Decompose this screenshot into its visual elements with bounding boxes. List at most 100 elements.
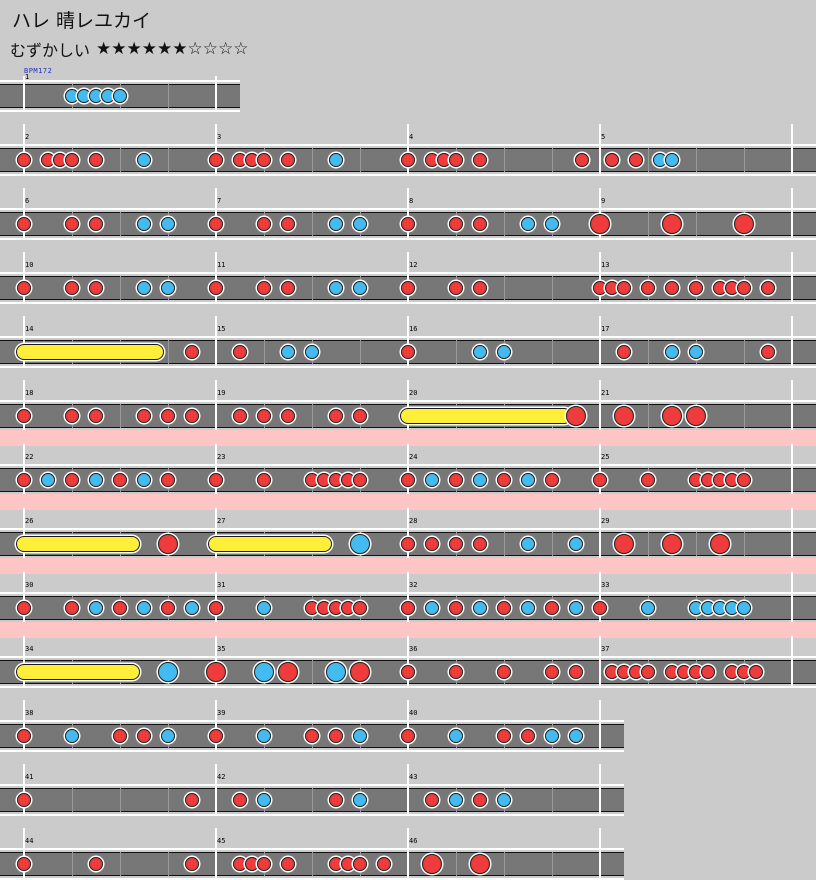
barline xyxy=(215,124,217,176)
beat-line xyxy=(552,852,553,876)
don-note xyxy=(281,281,295,295)
don-note xyxy=(401,217,415,231)
don-note xyxy=(593,473,607,487)
barline xyxy=(407,252,409,304)
barline xyxy=(23,252,25,304)
ka-note xyxy=(473,345,487,359)
don-note xyxy=(401,281,415,295)
beat-line xyxy=(648,148,649,172)
barline xyxy=(215,76,217,112)
barline xyxy=(23,700,25,752)
barline xyxy=(791,188,793,240)
don-note xyxy=(65,473,79,487)
big-don-note xyxy=(734,214,754,234)
don-note xyxy=(257,153,271,167)
beat-line xyxy=(696,532,697,556)
big-ka-note xyxy=(350,534,370,554)
difficulty-row: むずかしい ★★★★★★☆☆☆☆ xyxy=(10,37,248,61)
measure-number: 13 xyxy=(601,261,610,269)
measure-number: 45 xyxy=(217,837,226,845)
measure-number: 25 xyxy=(601,453,610,461)
beat-line xyxy=(696,148,697,172)
ka-note xyxy=(185,601,199,615)
don-note xyxy=(473,793,487,807)
row-track: 10 11 12 13 xyxy=(0,252,816,304)
don-note xyxy=(17,409,31,423)
don-note xyxy=(761,281,775,295)
gogo-band xyxy=(0,622,816,638)
barline xyxy=(23,124,25,176)
beat-line xyxy=(360,340,361,364)
ka-note xyxy=(641,601,655,615)
don-note xyxy=(281,409,295,423)
big-don-note xyxy=(158,534,178,554)
ka-note xyxy=(65,729,79,743)
beat-line xyxy=(504,276,505,300)
don-note xyxy=(113,473,127,487)
gogo-band xyxy=(0,558,816,574)
measure-number: 33 xyxy=(601,581,610,589)
big-ka-note xyxy=(158,662,178,682)
filled-stars: ★★★★★★ xyxy=(96,39,188,59)
beat-line xyxy=(120,852,121,876)
barline xyxy=(215,700,217,752)
don-note xyxy=(17,217,31,231)
barline xyxy=(23,380,25,432)
don-note xyxy=(521,729,535,743)
beat-line xyxy=(504,852,505,876)
don-note xyxy=(209,601,223,615)
beat-line xyxy=(168,148,169,172)
don-note xyxy=(65,601,79,615)
don-note xyxy=(65,281,79,295)
measure-number: 22 xyxy=(25,453,34,461)
beat-line xyxy=(744,404,745,428)
don-note xyxy=(737,473,751,487)
don-note xyxy=(761,345,775,359)
don-note xyxy=(257,217,271,231)
big-don-note xyxy=(662,534,682,554)
ka-note xyxy=(257,793,271,807)
measure-number: 21 xyxy=(601,389,610,397)
don-note xyxy=(257,281,271,295)
beat-line xyxy=(120,788,121,812)
ka-note xyxy=(689,345,703,359)
ka-note xyxy=(161,281,175,295)
don-note xyxy=(401,153,415,167)
barline xyxy=(23,636,25,688)
don-note xyxy=(665,281,679,295)
don-note xyxy=(17,857,31,871)
don-note xyxy=(449,217,463,231)
beat-line xyxy=(120,276,121,300)
row-track: 2 3 4 5 xyxy=(0,124,816,176)
ka-note xyxy=(569,729,583,743)
ka-note xyxy=(473,601,487,615)
barline xyxy=(791,508,793,560)
ka-note xyxy=(665,153,679,167)
ka-note xyxy=(329,217,343,231)
measure-number: 26 xyxy=(25,517,34,525)
measure-number: 41 xyxy=(25,773,34,781)
row-track: 18 19 20 21 xyxy=(0,380,816,432)
measure-number: 30 xyxy=(25,581,34,589)
measure-number: 7 xyxy=(217,197,222,205)
barline xyxy=(407,828,409,880)
ka-note xyxy=(521,601,535,615)
beat-line xyxy=(72,852,73,876)
bpm-label: BPM172 xyxy=(24,67,53,75)
beat-line xyxy=(312,148,313,172)
ka-note xyxy=(353,217,367,231)
don-note xyxy=(65,153,79,167)
row-track: 26 27 28 29 xyxy=(0,508,816,560)
measure-number: 12 xyxy=(409,261,418,269)
ka-note xyxy=(41,473,55,487)
don-note xyxy=(425,537,439,551)
empty-stars: ☆☆☆☆ xyxy=(187,39,249,59)
don-note xyxy=(329,729,343,743)
don-note xyxy=(209,153,223,167)
measure-number: 28 xyxy=(409,517,418,525)
big-don-note xyxy=(278,662,298,682)
measure-number: 43 xyxy=(409,773,418,781)
measure-number: 27 xyxy=(217,517,226,525)
ka-note xyxy=(353,729,367,743)
barline xyxy=(791,572,793,624)
